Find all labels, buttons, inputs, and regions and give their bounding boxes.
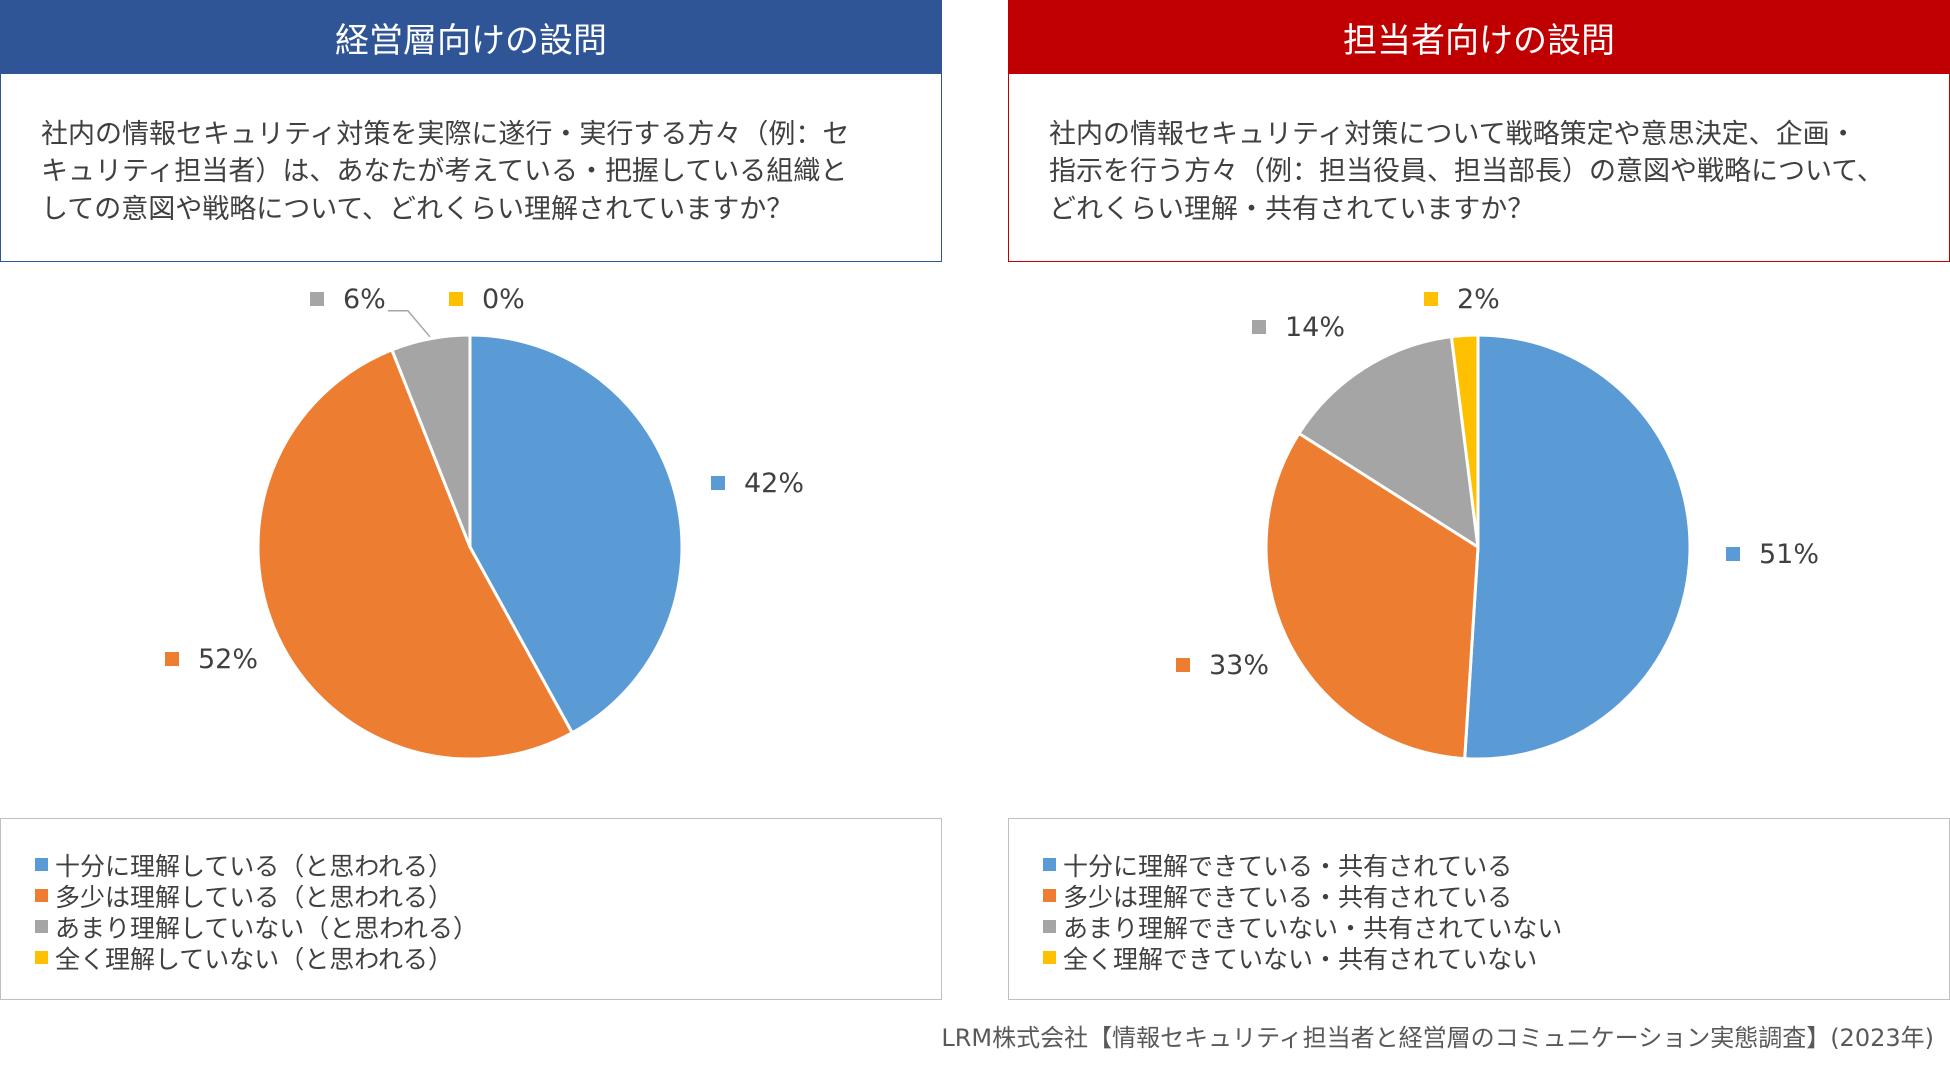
left-label-marker-yellow	[449, 292, 463, 306]
right-slice-orange	[1264, 431, 1480, 761]
legend-label: 多少は理解できている・共有されている	[1063, 882, 1513, 912]
right-legend-item-1: 十分に理解できている・共有されている	[1043, 849, 1949, 881]
left-question-line-1: 社内の情報セキュリティ対策を実際に遂行・実行する方々（例：セ	[41, 119, 850, 150]
left-label-marker-blue	[711, 476, 725, 490]
legend-swatch-orange	[35, 889, 48, 902]
left-panel-title: 経営層向けの設問	[0, 0, 942, 74]
legend-label: あまり理解していない（と思われる）	[55, 913, 479, 943]
left-legend-item-3: あまり理解していない（と思われる）	[35, 911, 941, 943]
legend-swatch-yellow	[1043, 951, 1056, 964]
right-legend-item-2: 多少は理解できている・共有されている	[1043, 880, 1949, 912]
legend-swatch-blue	[1043, 858, 1056, 871]
legend-label: 全く理解できていない・共有されていない	[1063, 944, 1538, 974]
legend-label: 全く理解していない（と思われる）	[55, 944, 454, 974]
right-label-marker-gray	[1252, 320, 1266, 334]
right-slice-yellow	[1449, 333, 1480, 549]
right-data-label-orange: 33%	[1209, 650, 1269, 681]
legend-label: 十分に理解できている・共有されている	[1063, 851, 1513, 881]
left-label-marker-gray	[310, 292, 324, 306]
right-slice-blue	[1463, 333, 1692, 761]
right-question-line-3: どれくらい理解・共有されていますか？	[1049, 193, 1535, 225]
right-question-box: 社内の情報セキュリティ対策について戦略策定や意思決定、企画・ 指示を行う方々（例…	[1008, 74, 1950, 262]
legend-swatch-gray	[1043, 920, 1056, 933]
legend-swatch-blue	[35, 858, 48, 871]
right-pie-chart: 51% 33% 14% 2%	[1176, 284, 1819, 761]
source-credit: LRM株式会社【情報セキュリティ担当者と経営層のコミュニケーション実態調査】(2…	[941, 1024, 1934, 1052]
left-question-line-3: しての意図や戦略について、どれくらい理解されていますか？	[41, 193, 794, 225]
right-legend-item-4: 全く理解できていない・共有されていない	[1043, 942, 1949, 974]
left-slice-blue	[468, 333, 684, 735]
legend-label: 多少は理解している（と思われる）	[55, 882, 454, 912]
right-data-label-blue: 51%	[1759, 539, 1819, 570]
left-pie-chart: 42% 52% 6% 0%	[165, 284, 804, 761]
left-data-label-gray: 6%	[343, 284, 386, 315]
left-legend-item-2: 多少は理解している（と思われる）	[35, 880, 941, 912]
left-data-label-yellow: 0%	[482, 284, 525, 315]
legend-swatch-yellow	[35, 951, 48, 964]
right-panel-title: 担当者向けの設問	[1008, 0, 1950, 74]
left-label-marker-orange	[165, 652, 179, 666]
left-leader-line-gray	[387, 310, 431, 338]
right-label-marker-blue	[1726, 547, 1740, 561]
left-legend-item-4: 全く理解していない（と思われる）	[35, 942, 941, 974]
left-question-line-2: キュリティ担当者）は、あなたが考えている・把握している組織と	[41, 156, 848, 188]
legend-label: あまり理解できていない・共有されていない	[1063, 913, 1563, 943]
left-data-label-orange: 52%	[198, 644, 258, 675]
right-legend-item-3: あまり理解できていない・共有されていない	[1043, 911, 1949, 943]
right-question-line-2: 指示を行う方々（例：担当役員、担当部長）の意図や戦略について、	[1049, 156, 1884, 188]
legend-swatch-gray	[35, 920, 48, 933]
right-slice-gray	[1297, 335, 1480, 549]
right-label-marker-yellow	[1424, 292, 1438, 306]
left-legend-item-1: 十分に理解している（と思われる）	[35, 849, 941, 881]
left-legend: 十分に理解している（と思われる） 多少は理解している（と思われる） あまり理解し…	[0, 818, 942, 1000]
right-label-marker-orange	[1176, 658, 1190, 672]
right-legend: 十分に理解できている・共有されている 多少は理解できている・共有されている あま…	[1008, 818, 1950, 1000]
left-slice-orange	[256, 348, 574, 761]
right-data-label-gray: 14%	[1285, 312, 1345, 343]
left-data-label-blue: 42%	[744, 468, 804, 499]
legend-label: 十分に理解している（と思われる）	[55, 851, 454, 881]
left-slice-gray	[390, 333, 472, 549]
right-question-line-1: 社内の情報セキュリティ対策について戦略策定や意思決定、企画・	[1049, 119, 1857, 150]
left-question-box: 社内の情報セキュリティ対策を実際に遂行・実行する方々（例：セ キュリティ担当者）…	[0, 74, 942, 262]
right-data-label-yellow: 2%	[1457, 284, 1500, 315]
legend-swatch-orange	[1043, 889, 1056, 902]
